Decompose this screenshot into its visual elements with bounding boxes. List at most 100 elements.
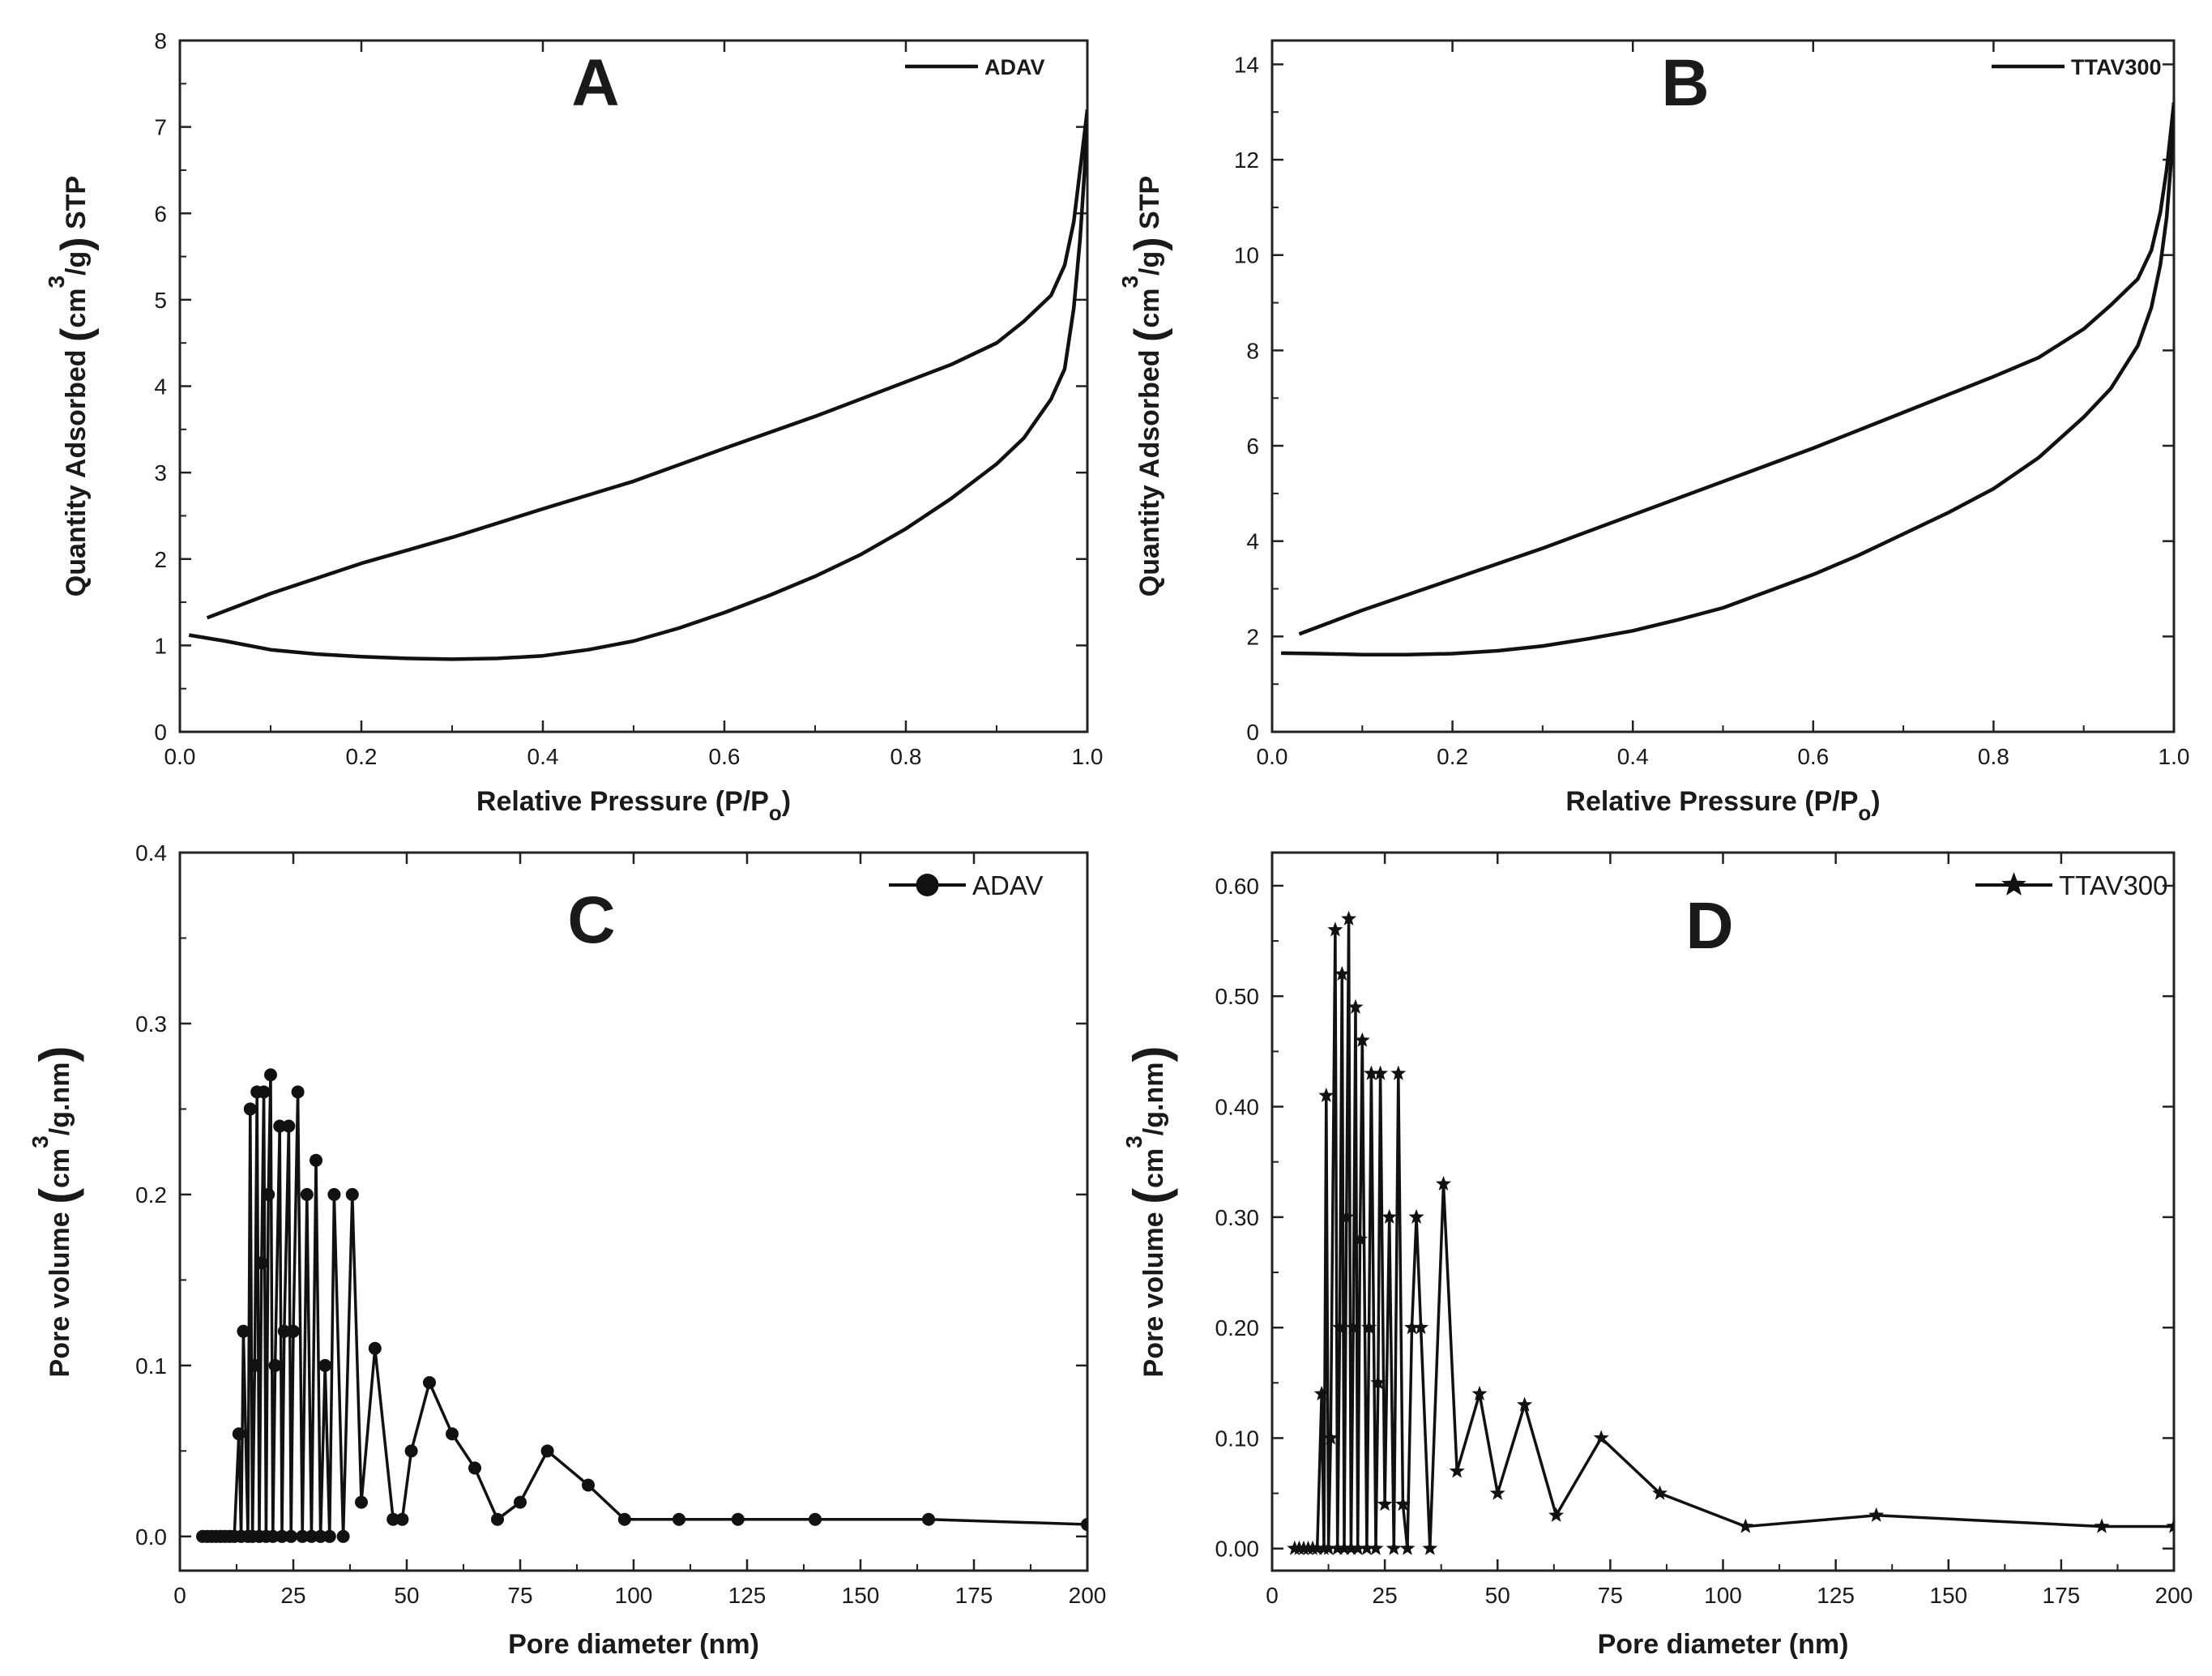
data-point <box>322 1529 336 1543</box>
legend-marker <box>2001 872 2026 896</box>
data-point <box>1361 1319 1377 1335</box>
data-point <box>237 1324 250 1338</box>
y-tick-label: 6 <box>1246 434 1259 459</box>
data-layer <box>196 1068 1087 1543</box>
y-tick-label: 12 <box>1234 148 1259 173</box>
series-line <box>206 109 1087 620</box>
panel-d: 0 25 50 75 100 125 150 175 200 0.00 0.10 0.20 0.30 0.… <box>1121 851 2193 1660</box>
y-tick-label: 8 <box>154 28 167 53</box>
x-tick-label: 1.0 <box>1072 744 1104 769</box>
panel-letter: B <box>1661 46 1709 120</box>
series-line <box>1298 102 2174 636</box>
data-point <box>1548 1507 1565 1522</box>
y-axis-title-part: /g.nm <box>1138 1062 1169 1136</box>
data-point <box>2094 1518 2110 1533</box>
x-tick-label: 75 <box>507 1583 532 1608</box>
data-point <box>1517 1396 1533 1412</box>
y-tick-label: 0.60 <box>1215 874 1260 899</box>
legend-label: ADAV <box>972 870 1043 900</box>
y-tick-label: 0.3 <box>135 1011 167 1037</box>
data-point <box>423 1375 436 1389</box>
data-point <box>296 1529 310 1543</box>
x-tick-label: 50 <box>1485 1583 1510 1608</box>
data-point <box>1652 1485 1668 1500</box>
x-axis-title-main: Relative Pressure (P/P <box>476 786 769 817</box>
data-point <box>395 1512 409 1526</box>
legend: TTAV300 <box>1992 55 2162 79</box>
data-point <box>673 1512 685 1526</box>
y-axis-title-part: /g <box>1134 251 1165 276</box>
data-point <box>1404 1319 1420 1335</box>
y-axis-title: Quantity Adsorbed (cm3/g) STP <box>44 176 100 596</box>
panel-b: 0.0 0.2 0.4 0.6 0.8 1.0 0 2 4 6 8 10 12 14 Relative Pr… <box>1117 39 2189 825</box>
x-axis-title-main: Relative Pressure (P/P <box>1565 786 1858 817</box>
y-axis-title-part: cm <box>1138 1148 1169 1188</box>
y-axis-title-part: STP <box>61 176 92 237</box>
legend-label: ADAV <box>984 55 1045 79</box>
x-axis-title-main: Pore diameter (nm) <box>1598 1629 1849 1660</box>
x-tick-label: 150 <box>1929 1583 1967 1608</box>
data-point <box>468 1461 481 1475</box>
y-axis-title-part: cm <box>1134 289 1165 328</box>
data-point <box>1368 1540 1384 1555</box>
y-axis-title-part: ) <box>1126 237 1173 250</box>
data-point <box>731 1512 745 1526</box>
data-point <box>1436 1175 1451 1191</box>
data-point <box>1321 1540 1337 1555</box>
y-axis-title-part: Quantity Adsorbed <box>61 342 92 596</box>
y-axis-title-part: ) <box>30 1046 84 1062</box>
y-axis-title-part: STP <box>1134 176 1165 237</box>
x-axis-title-sub: o <box>1858 801 1871 825</box>
y-axis-title-part: /g <box>61 251 92 276</box>
data-point <box>275 1529 288 1543</box>
x-tick-label: 0.0 <box>164 744 196 769</box>
data-point <box>273 1119 287 1133</box>
data-point <box>284 1529 298 1543</box>
x-tick-label: 0.4 <box>1617 744 1649 769</box>
data-point <box>305 1529 318 1543</box>
series-line <box>1281 102 2174 656</box>
y-tick-label: 6 <box>154 201 167 226</box>
data-point <box>1359 1540 1375 1555</box>
y-tick-label: 8 <box>1246 338 1259 363</box>
y-tick-label: 1 <box>154 633 167 658</box>
data-point <box>345 1187 359 1201</box>
series-line <box>188 109 1087 661</box>
data-point <box>1422 1540 1438 1555</box>
x-axis-title: Pore diameter (nm) <box>1598 1629 1849 1660</box>
data-point <box>1471 1385 1488 1400</box>
y-axis-title-part: cm <box>61 289 92 328</box>
y-axis-title-part: cm <box>45 1148 75 1188</box>
data-point <box>314 1529 327 1543</box>
data-point <box>1352 1231 1368 1246</box>
y-axis-title-part: ( <box>53 327 100 342</box>
data-point <box>1370 1375 1386 1390</box>
data-point <box>282 1119 296 1133</box>
data-point <box>287 1324 300 1338</box>
data-point <box>1408 1208 1424 1224</box>
y-axis-title-part: /g.nm <box>45 1062 75 1136</box>
y-axis-title-part: Quantity Adsorbed <box>1134 342 1165 596</box>
x-axis-title: Relative Pressure (P/Po) <box>1565 786 1880 825</box>
y-tick-label: 0.1 <box>135 1353 167 1379</box>
y-axis-title-part: Pore volume <box>1138 1204 1169 1378</box>
data-point <box>582 1478 595 1492</box>
data-point <box>1377 1496 1393 1511</box>
y-tick-label: 0 <box>154 720 167 745</box>
y-tick-label: 7 <box>154 115 167 140</box>
y-tick-label: 10 <box>1234 243 1259 268</box>
x-tick-label: 125 <box>1817 1583 1855 1608</box>
data-point <box>1354 1032 1370 1047</box>
data-point <box>1309 1540 1326 1555</box>
x-tick-label: 0.0 <box>1257 744 1288 769</box>
panel-letter: C <box>567 883 615 957</box>
x-axis-title-main: Pore diameter (nm) <box>508 1629 759 1660</box>
y-tick-label: 4 <box>154 374 167 400</box>
data-point <box>1330 1540 1346 1555</box>
data-point <box>254 1256 268 1270</box>
x-tick-label: 0.6 <box>709 744 741 769</box>
x-axis-title: Pore diameter (nm) <box>508 1629 759 1660</box>
data-point <box>336 1529 350 1543</box>
data-point <box>1327 921 1343 937</box>
